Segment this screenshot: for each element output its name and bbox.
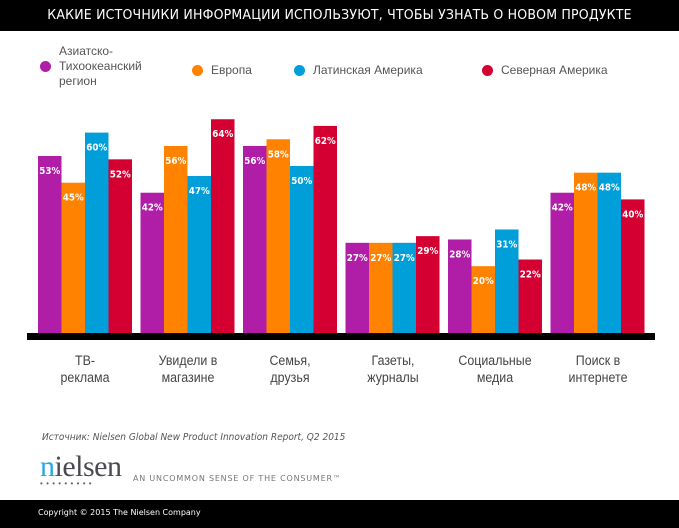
legend-item-asia-pacific: Азиатско- Тихоокеанский регион xyxy=(40,44,142,89)
bar xyxy=(369,242,393,333)
data-label: 56% xyxy=(244,156,265,167)
logo-wordmark: nielsen xyxy=(40,450,122,483)
bar-group: 27% 27% 27%29% xyxy=(345,236,440,333)
logo-dots-icon: ••••••••• xyxy=(40,479,95,488)
logo-rest: ielsen xyxy=(54,450,122,483)
logo-first-letter: n xyxy=(40,450,55,483)
bar xyxy=(61,182,85,333)
data-label: 22% xyxy=(520,270,541,281)
bar-group: 42%48% 48%40% xyxy=(550,172,645,333)
data-label: 28% xyxy=(449,249,470,260)
bar xyxy=(597,172,621,333)
bar xyxy=(164,145,188,333)
data-label: 42% xyxy=(142,203,163,214)
data-label: 62% xyxy=(315,136,336,147)
legend-item-europe: Европа xyxy=(192,63,252,78)
tagline: AN UNCOMMON SENSE OF THE CONSUMER™ xyxy=(133,474,342,483)
category-label: Увидели в магазине xyxy=(158,353,217,385)
data-label: 56% xyxy=(165,156,186,167)
data-label: 53% xyxy=(39,166,60,177)
data-label: 27% xyxy=(347,253,368,264)
bar xyxy=(448,239,472,333)
data-label: 42% xyxy=(552,203,573,214)
data-label: 20% xyxy=(473,276,494,287)
legend: Азиатско- Тихоокеанский регион Европа Ла… xyxy=(40,44,660,94)
data-label: 48% xyxy=(575,183,596,194)
legend-dot-icon xyxy=(192,65,203,76)
legend-label: Европа xyxy=(211,63,252,77)
bar-group: 56%58% 50% 62% xyxy=(243,125,337,333)
bars-layer: 53%45%60%52%42%56%47%64%56%58%50%62%27% 2… xyxy=(38,119,645,334)
legend-dot-icon xyxy=(482,65,493,76)
bar xyxy=(108,159,132,333)
bar xyxy=(290,166,314,333)
data-label: 64% xyxy=(212,129,233,140)
data-label: 52% xyxy=(110,169,131,180)
bar xyxy=(313,125,337,333)
source-note: Источник: Nielsen Global New Product Inn… xyxy=(42,432,346,443)
data-label: 58% xyxy=(268,149,289,160)
data-label: 40% xyxy=(622,209,643,220)
bar xyxy=(621,199,645,333)
category-label: Поиск в интернете xyxy=(568,353,627,385)
category-label: Газеты, журналы xyxy=(366,353,419,385)
bar xyxy=(495,229,519,333)
bar xyxy=(211,119,235,334)
bar xyxy=(140,192,164,333)
category-label: ТВ- реклама xyxy=(60,353,110,385)
data-label: 29% xyxy=(417,246,438,257)
title-bar: КАКИЕ ИСТОЧНИКИ ИНФОРМАЦИИ ИСПОЛЬЗУЮТ, Ч… xyxy=(0,0,679,31)
legend-dot-icon xyxy=(40,61,51,72)
legend-dot-icon xyxy=(294,65,305,76)
data-label: 31% xyxy=(496,239,517,250)
bar xyxy=(345,242,369,333)
bar xyxy=(243,145,267,333)
bar xyxy=(85,132,109,333)
data-label: 27% xyxy=(394,253,415,264)
bar xyxy=(392,242,416,333)
bar xyxy=(518,259,542,333)
data-label: 47% xyxy=(189,186,210,197)
bar xyxy=(471,266,495,333)
nielsen-logo: nielsen ••••••••• xyxy=(40,450,122,488)
data-label: 27% xyxy=(370,253,391,264)
data-label: 50% xyxy=(291,176,312,187)
bar-group: 42% 56% 47% 64% xyxy=(140,119,235,334)
legend-label: Азиатско- Тихоокеанский регион xyxy=(59,44,142,88)
bar xyxy=(550,192,574,333)
bar xyxy=(574,172,598,333)
footer: Copyright © 2015 The Nielsen Company xyxy=(0,500,679,528)
bar-group: 28% 20% 31% 22% xyxy=(448,229,542,333)
copyright: Copyright © 2015 The Nielsen Company xyxy=(38,508,201,517)
category-label: Семья, друзья xyxy=(269,353,311,385)
x-axis-baseline xyxy=(27,333,655,340)
category-label: Социальные медиа xyxy=(458,353,532,385)
legend-item-north-america: Северная Америка xyxy=(482,63,608,78)
legend-label: Латинская Америка xyxy=(313,63,423,77)
bar xyxy=(38,155,62,333)
data-label: 45% xyxy=(63,193,84,204)
bar-group: 53% 45% 60% 52% xyxy=(38,132,132,333)
data-label: 60% xyxy=(86,143,107,154)
data-label: 48% xyxy=(599,183,620,194)
legend-label: Северная Америка xyxy=(501,63,608,77)
legend-item-latin-america: Латинская Америка xyxy=(294,63,423,78)
bar xyxy=(187,176,211,333)
bar xyxy=(266,139,290,333)
chart-title: КАКИЕ ИСТОЧНИКИ ИНФОРМАЦИИ ИСПОЛЬЗУЮТ, Ч… xyxy=(47,7,632,23)
bar xyxy=(416,236,440,333)
